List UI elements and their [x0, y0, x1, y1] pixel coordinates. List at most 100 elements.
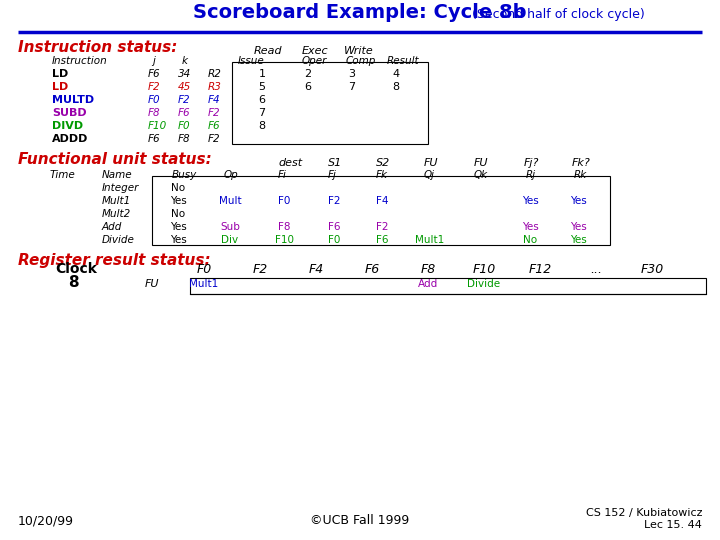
- Text: Divide: Divide: [467, 279, 500, 289]
- Text: Read: Read: [254, 46, 283, 56]
- Text: F4: F4: [308, 263, 323, 276]
- Text: Yes: Yes: [521, 196, 539, 206]
- Text: F8: F8: [420, 263, 436, 276]
- Text: Fj?: Fj?: [524, 158, 539, 168]
- Text: LD: LD: [52, 82, 68, 92]
- Bar: [152, 176, 610, 245]
- Text: Scoreboard Example: Cycle 8b: Scoreboard Example: Cycle 8b: [193, 3, 527, 22]
- Text: Add: Add: [102, 222, 122, 232]
- Text: Name: Name: [102, 170, 132, 180]
- Text: Rj: Rj: [526, 170, 536, 180]
- Text: Yes: Yes: [170, 235, 186, 245]
- Text: F10: F10: [472, 263, 495, 276]
- Text: Write: Write: [344, 46, 374, 56]
- Text: F6: F6: [148, 134, 161, 144]
- Text: No: No: [171, 209, 185, 219]
- Text: 6: 6: [258, 95, 266, 105]
- Text: FU: FU: [145, 279, 160, 289]
- Text: F10: F10: [148, 121, 167, 131]
- Text: R3: R3: [208, 82, 222, 92]
- Text: Busy: Busy: [172, 170, 197, 180]
- Text: 8: 8: [258, 121, 266, 131]
- Text: F2: F2: [328, 196, 341, 206]
- Text: F6: F6: [178, 108, 191, 118]
- Text: F6: F6: [376, 235, 388, 245]
- Text: F6: F6: [208, 121, 220, 131]
- Text: 6: 6: [305, 82, 312, 92]
- Text: Register result status:: Register result status:: [18, 253, 211, 268]
- Text: Oper: Oper: [302, 56, 328, 66]
- Text: F0: F0: [178, 121, 191, 131]
- Text: F6: F6: [328, 222, 341, 232]
- Text: 7: 7: [258, 108, 266, 118]
- Text: Mult1: Mult1: [102, 196, 131, 206]
- Bar: [190, 278, 706, 294]
- Text: Yes: Yes: [170, 222, 186, 232]
- Text: S2: S2: [376, 158, 390, 168]
- Text: 8: 8: [68, 275, 78, 290]
- Text: F2: F2: [208, 108, 220, 118]
- Text: Div: Div: [222, 235, 238, 245]
- Text: Add: Add: [418, 279, 438, 289]
- Text: LD: LD: [52, 69, 68, 79]
- Text: 1: 1: [258, 69, 266, 79]
- Text: 8: 8: [392, 82, 400, 92]
- Text: Qk: Qk: [474, 170, 488, 180]
- Text: Instruction status:: Instruction status:: [18, 40, 177, 55]
- Text: F2: F2: [208, 134, 220, 144]
- Text: CS 152 / Kubiatowicz
Lec 15. 44: CS 152 / Kubiatowicz Lec 15. 44: [585, 508, 702, 530]
- Text: Yes: Yes: [521, 222, 539, 232]
- Text: Result: Result: [387, 56, 420, 66]
- Text: F0: F0: [278, 196, 290, 206]
- Text: Fj: Fj: [328, 170, 337, 180]
- Text: S1: S1: [328, 158, 342, 168]
- Text: F10: F10: [274, 235, 294, 245]
- Text: Comp: Comp: [346, 56, 377, 66]
- Text: F6: F6: [364, 263, 379, 276]
- Text: F30: F30: [640, 263, 664, 276]
- Text: 10/20/99: 10/20/99: [18, 514, 74, 527]
- Text: Mult1: Mult1: [415, 235, 445, 245]
- Text: Exec: Exec: [302, 46, 328, 56]
- Text: 3: 3: [348, 69, 356, 79]
- Text: DIVD: DIVD: [52, 121, 83, 131]
- Text: Fi: Fi: [278, 170, 287, 180]
- Text: Divide: Divide: [102, 235, 135, 245]
- Text: Yes: Yes: [570, 235, 586, 245]
- Text: Functional unit status:: Functional unit status:: [18, 152, 212, 167]
- Text: ADDD: ADDD: [52, 134, 89, 144]
- Text: 4: 4: [392, 69, 400, 79]
- Text: j: j: [152, 56, 155, 66]
- Text: Issue: Issue: [238, 56, 265, 66]
- Text: 5: 5: [258, 82, 266, 92]
- Text: (Second half of clock cycle): (Second half of clock cycle): [472, 8, 644, 21]
- Text: ©UCB Fall 1999: ©UCB Fall 1999: [310, 514, 410, 527]
- Text: F2: F2: [178, 95, 191, 105]
- Text: F2: F2: [253, 263, 268, 276]
- Text: F6: F6: [148, 69, 161, 79]
- Text: Op: Op: [224, 170, 239, 180]
- Text: ...: ...: [590, 263, 602, 276]
- Text: Yes: Yes: [570, 222, 586, 232]
- Text: Clock: Clock: [55, 262, 97, 276]
- Text: FU: FU: [474, 158, 488, 168]
- Text: F0: F0: [328, 235, 340, 245]
- Text: F4: F4: [208, 95, 220, 105]
- Text: Yes: Yes: [170, 196, 186, 206]
- Text: k: k: [182, 56, 188, 66]
- Text: Qj: Qj: [424, 170, 435, 180]
- Text: F2: F2: [376, 222, 388, 232]
- Text: 7: 7: [348, 82, 356, 92]
- Text: dest: dest: [278, 158, 302, 168]
- Text: F12: F12: [528, 263, 552, 276]
- Bar: [232, 62, 428, 144]
- Text: F8: F8: [178, 134, 191, 144]
- Text: Mult2: Mult2: [102, 209, 131, 219]
- Text: Time: Time: [50, 170, 76, 180]
- Text: F4: F4: [376, 196, 388, 206]
- Text: 34: 34: [178, 69, 192, 79]
- Text: SUBD: SUBD: [52, 108, 86, 118]
- Text: Fk: Fk: [376, 170, 388, 180]
- Text: Sub: Sub: [220, 222, 240, 232]
- Text: Yes: Yes: [570, 196, 586, 206]
